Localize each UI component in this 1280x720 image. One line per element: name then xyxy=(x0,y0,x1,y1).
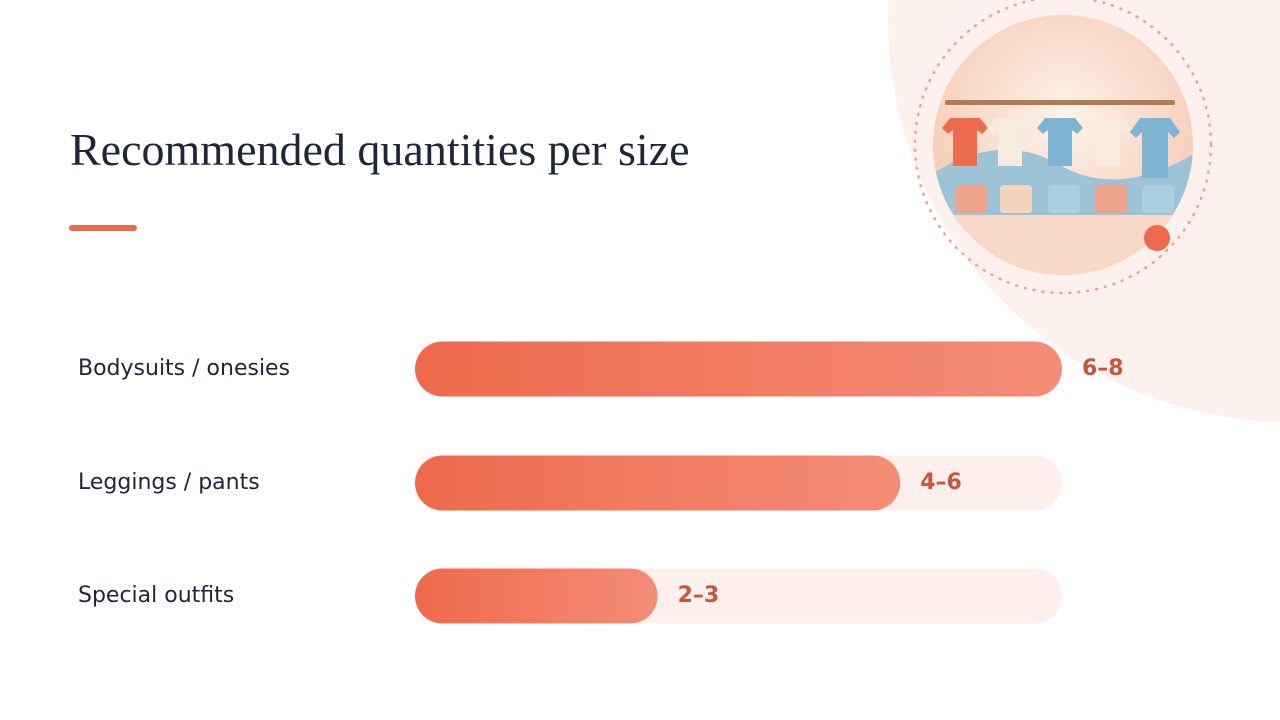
category-label: Special outfits xyxy=(78,583,234,608)
category-label: Leggings / pants xyxy=(78,470,260,495)
accent-dot xyxy=(1144,225,1170,251)
value-label: 6–8 xyxy=(1082,356,1124,381)
category-label: Bodysuits / onesies xyxy=(78,356,290,381)
value-label: 2–3 xyxy=(678,583,720,608)
dotted-ring xyxy=(913,0,1213,295)
chart-title: Recommended quantities per size xyxy=(70,124,690,175)
value-label: 4–6 xyxy=(920,470,962,495)
bar xyxy=(415,455,901,511)
bar xyxy=(415,568,658,624)
title-underline xyxy=(69,225,137,231)
bar xyxy=(415,341,1062,397)
